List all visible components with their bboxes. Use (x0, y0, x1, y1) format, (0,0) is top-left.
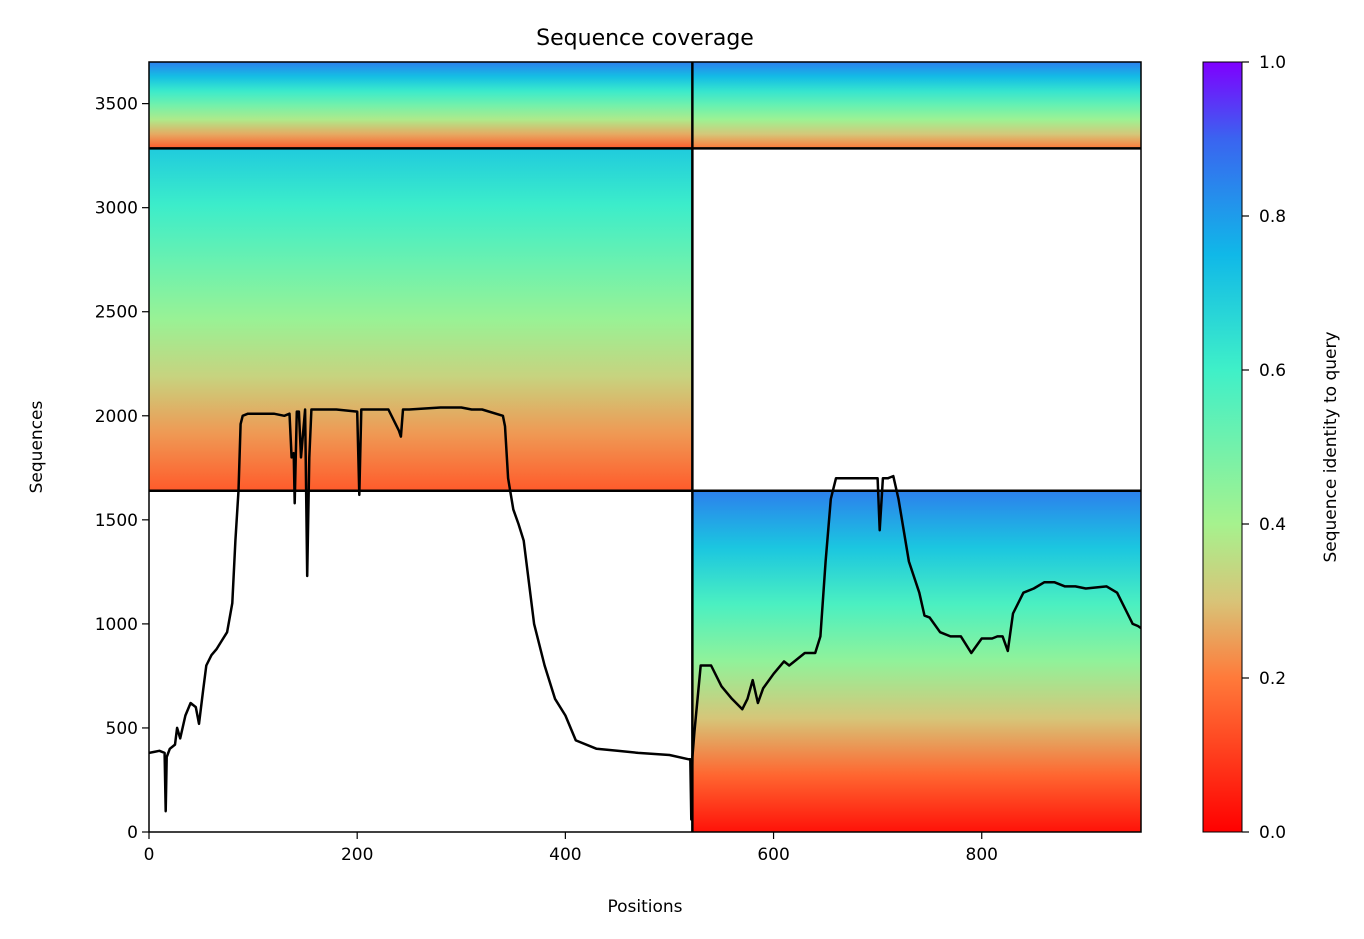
y-axis-label: Sequences (27, 401, 47, 494)
colorbar-tick-label: 0.2 (1259, 669, 1286, 689)
x-tick-label: 800 (966, 845, 998, 865)
colorbar-tick-label: 0.8 (1259, 207, 1286, 227)
plot-frame (148, 61, 1142, 833)
y-tick-label: 2500 (95, 303, 138, 323)
y-tick-label: 1000 (95, 615, 138, 635)
x-axis-ticks: 0 200 400 600 800 (144, 832, 998, 865)
coverage-block (692, 490, 1141, 832)
x-tick-label: 200 (341, 845, 373, 865)
coverage-heatmap (149, 62, 1141, 832)
y-tick-label: 0 (127, 823, 138, 843)
y-axis-ticks: 0 500 1000 1500 2000 2500 3000 3500 (95, 95, 149, 843)
y-tick-label: 500 (106, 719, 138, 739)
coverage-line-layer (149, 406, 1141, 821)
coverage-block (692, 62, 1141, 149)
x-tick-label: 0 (144, 845, 155, 865)
colorbar-ticks: 0.0 0.2 0.4 0.6 0.8 1.0 (1242, 53, 1286, 843)
colorbar-tick-label: 0.4 (1259, 515, 1286, 535)
colorbar-tick-label: 0.0 (1259, 823, 1286, 843)
colorbar-tick-label: 1.0 (1259, 53, 1286, 73)
x-axis-label: Positions (607, 897, 682, 917)
colorbar-tick-label: 0.6 (1259, 361, 1286, 381)
y-tick-label: 2000 (95, 407, 138, 427)
x-tick-label: 600 (757, 845, 789, 865)
chart-title: Sequence coverage (536, 26, 754, 51)
y-tick-label: 3000 (95, 199, 138, 219)
coverage-block (149, 62, 693, 149)
chain-boundaries (149, 62, 1141, 832)
y-tick-label: 3500 (95, 95, 138, 115)
coverage-block (149, 148, 693, 491)
colorbar-label: Sequence identity to query (1321, 331, 1341, 562)
colorbar (1202, 61, 1243, 833)
x-tick-label: 400 (549, 845, 581, 865)
coverage-line (149, 406, 1141, 821)
y-tick-label: 1500 (95, 511, 138, 531)
